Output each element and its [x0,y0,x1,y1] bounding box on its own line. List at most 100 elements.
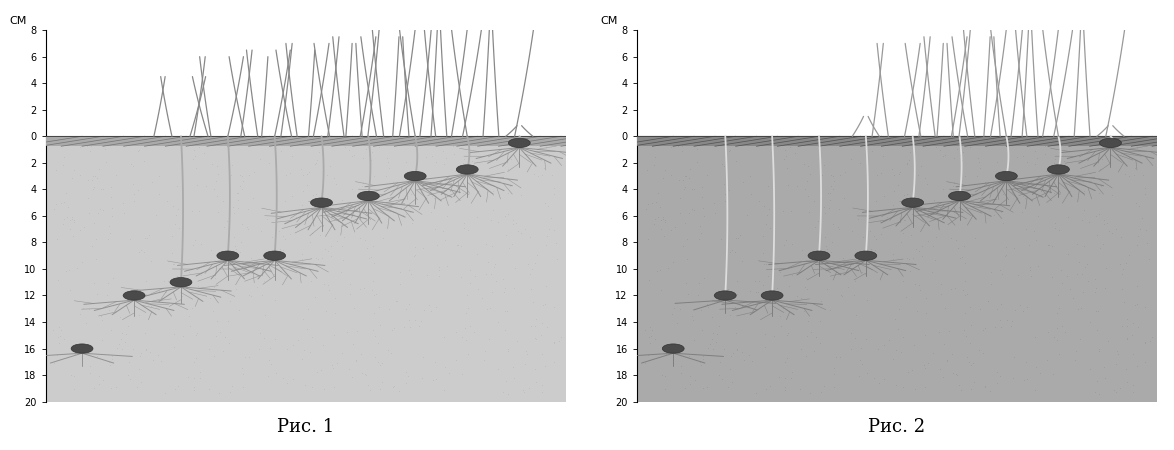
Point [369,358,387,365]
Point [684,185,703,193]
Point [357,145,376,153]
Point [45,206,63,213]
Point [875,375,893,382]
Point [1124,388,1142,395]
Point [931,365,950,373]
Point [930,146,949,153]
Point [749,256,768,263]
Ellipse shape [457,165,478,174]
Point [205,352,224,360]
Point [676,279,695,286]
Point [299,169,318,176]
Point [688,159,707,166]
Point [1016,195,1034,202]
Point [1021,272,1040,279]
Point [394,324,413,331]
Point [938,357,957,364]
Point [710,372,729,379]
Point [694,353,713,360]
Point [1092,155,1111,162]
Point [878,213,897,220]
Point [971,305,990,312]
Point [754,281,772,288]
Point [1136,226,1155,234]
Point [181,322,200,329]
Point [1105,387,1124,394]
Point [690,358,709,365]
Point [735,356,754,363]
Point [776,237,795,244]
Point [359,255,378,262]
Point [994,220,1013,227]
Point [677,173,696,180]
Point [640,277,659,284]
Point [691,306,710,314]
Point [795,307,814,315]
Point [906,246,925,253]
Point [189,283,208,290]
Point [255,278,274,285]
Point [963,322,981,329]
Point [56,267,75,274]
Point [1136,304,1155,311]
Point [1052,279,1071,286]
Point [380,305,399,312]
Point [425,359,444,366]
Point [333,256,352,263]
Point [805,347,824,354]
Point [504,220,522,227]
Point [709,323,728,330]
Point [490,319,508,326]
Point [528,153,547,161]
Point [1074,288,1093,295]
Point [112,313,130,320]
Point [114,199,133,207]
Point [458,291,477,298]
Point [60,287,79,294]
Point [499,346,518,353]
Point [926,233,945,240]
Point [721,311,740,318]
Point [130,311,149,318]
Point [170,224,189,231]
Point [437,154,456,162]
Point [942,234,960,242]
Point [364,326,383,333]
Point [640,333,659,341]
Point [761,224,780,231]
Ellipse shape [357,191,379,201]
Point [815,382,834,389]
Point [47,200,66,207]
Point [377,172,396,180]
Point [1001,323,1020,330]
Point [1031,370,1050,377]
Point [73,259,92,266]
Point [1135,190,1154,198]
Point [166,386,184,393]
Point [842,329,861,336]
Point [805,223,824,230]
Point [365,259,384,266]
Point [303,334,322,341]
Point [807,333,825,340]
Point [387,297,406,305]
Point [332,350,351,357]
Point [325,331,344,338]
Point [904,140,923,148]
Point [673,142,691,149]
Point [953,286,972,293]
Point [453,371,472,378]
Point [379,165,398,172]
Point [1074,187,1093,194]
Point [486,261,505,268]
Point [229,190,248,197]
Point [130,352,149,359]
Point [131,378,150,386]
Point [796,140,815,148]
Point [1120,153,1139,161]
Point [1127,362,1146,369]
Point [824,172,843,179]
Point [906,385,925,392]
Point [313,140,332,148]
Point [831,353,850,360]
